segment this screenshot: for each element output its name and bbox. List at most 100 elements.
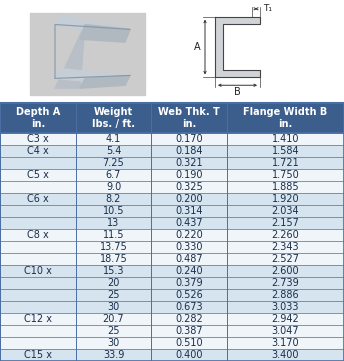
Polygon shape <box>30 13 145 95</box>
Text: 11.5: 11.5 <box>103 230 124 240</box>
Text: 0.387: 0.387 <box>175 326 203 336</box>
Text: 10.5: 10.5 <box>103 206 124 216</box>
Text: 30: 30 <box>107 302 120 312</box>
Text: 2.034: 2.034 <box>272 206 299 216</box>
Text: 0.437: 0.437 <box>175 218 203 228</box>
Text: C10 x: C10 x <box>24 266 52 276</box>
Bar <box>0 301 344 313</box>
Text: 0.487: 0.487 <box>175 254 203 264</box>
Text: 0.200: 0.200 <box>175 194 203 204</box>
Text: 1.721: 1.721 <box>272 158 299 168</box>
Text: 2.600: 2.600 <box>272 266 299 276</box>
Text: Flange Width B
in.: Flange Width B in. <box>244 107 327 129</box>
Text: 0.510: 0.510 <box>175 338 203 348</box>
Polygon shape <box>80 25 130 42</box>
Text: Web Thk. T
in.: Web Thk. T in. <box>158 107 220 129</box>
Text: 2.157: 2.157 <box>271 218 300 228</box>
Text: 13.75: 13.75 <box>100 242 127 252</box>
Text: 15.3: 15.3 <box>103 266 124 276</box>
Text: 3.170: 3.170 <box>272 338 299 348</box>
Text: 4.1: 4.1 <box>106 134 121 144</box>
Bar <box>0 229 344 241</box>
Bar <box>0 289 344 301</box>
Bar <box>0 169 344 180</box>
Bar <box>0 145 344 157</box>
Text: 2.527: 2.527 <box>271 254 300 264</box>
Text: 1.920: 1.920 <box>272 194 299 204</box>
Text: C6 x: C6 x <box>27 194 49 204</box>
Text: 0.321: 0.321 <box>175 158 203 168</box>
Text: 33.9: 33.9 <box>103 350 124 360</box>
Text: 18.75: 18.75 <box>100 254 127 264</box>
Text: 2.886: 2.886 <box>272 290 299 300</box>
Bar <box>0 277 344 289</box>
Bar <box>0 180 344 193</box>
Text: B: B <box>234 87 241 97</box>
Text: C3 x: C3 x <box>27 134 49 144</box>
Bar <box>0 313 344 325</box>
Text: 0.314: 0.314 <box>175 206 203 216</box>
Text: T₁: T₁ <box>263 4 272 13</box>
Bar <box>0 103 344 132</box>
Text: 25: 25 <box>107 290 120 300</box>
Bar <box>0 253 344 265</box>
Bar <box>0 241 344 253</box>
Text: 0.330: 0.330 <box>175 242 203 252</box>
Text: 1.584: 1.584 <box>272 145 299 156</box>
Polygon shape <box>215 17 260 77</box>
Text: 7.25: 7.25 <box>103 158 125 168</box>
Text: 2.343: 2.343 <box>272 242 299 252</box>
Bar <box>0 205 344 217</box>
Text: 8.2: 8.2 <box>106 194 121 204</box>
Bar <box>0 337 344 349</box>
Text: 20.7: 20.7 <box>103 314 124 324</box>
Text: 1.750: 1.750 <box>272 170 299 180</box>
Bar <box>0 132 344 145</box>
Polygon shape <box>55 69 130 85</box>
Text: 0.325: 0.325 <box>175 182 203 192</box>
Text: Depth A
in.: Depth A in. <box>16 107 60 129</box>
Text: 0.526: 0.526 <box>175 290 203 300</box>
Text: 3.033: 3.033 <box>272 302 299 312</box>
Text: 2.942: 2.942 <box>272 314 299 324</box>
Text: 0.190: 0.190 <box>175 170 203 180</box>
Text: C12 x: C12 x <box>24 314 52 324</box>
Text: 6.7: 6.7 <box>106 170 121 180</box>
Text: 0.400: 0.400 <box>175 350 203 360</box>
Text: 0.673: 0.673 <box>175 302 203 312</box>
Bar <box>30 13 145 95</box>
Text: C5 x: C5 x <box>27 170 49 180</box>
Polygon shape <box>55 25 85 88</box>
Text: 3.400: 3.400 <box>272 350 299 360</box>
Text: 3.047: 3.047 <box>272 326 299 336</box>
Text: 1.885: 1.885 <box>272 182 299 192</box>
Text: 0.170: 0.170 <box>175 134 203 144</box>
Text: 13: 13 <box>107 218 120 228</box>
Bar <box>0 265 344 277</box>
Polygon shape <box>55 15 130 39</box>
Text: A: A <box>194 42 200 52</box>
Text: C4 x: C4 x <box>27 145 49 156</box>
Text: 1.410: 1.410 <box>272 134 299 144</box>
Text: 0.220: 0.220 <box>175 230 203 240</box>
Bar <box>0 157 344 169</box>
Bar <box>0 325 344 337</box>
Text: 20: 20 <box>107 278 120 288</box>
Text: 0.240: 0.240 <box>175 266 203 276</box>
Text: 2.260: 2.260 <box>272 230 299 240</box>
Text: 25: 25 <box>107 326 120 336</box>
Bar <box>0 217 344 229</box>
Text: 30: 30 <box>107 338 120 348</box>
Bar <box>0 349 344 361</box>
Text: Weight
lbs. / ft.: Weight lbs. / ft. <box>92 107 135 129</box>
Text: 0.379: 0.379 <box>175 278 203 288</box>
Text: C8 x: C8 x <box>27 230 49 240</box>
Text: 2.739: 2.739 <box>272 278 299 288</box>
Text: 0.184: 0.184 <box>175 145 203 156</box>
Text: C15 x: C15 x <box>24 350 52 360</box>
Polygon shape <box>80 75 130 88</box>
Bar <box>0 193 344 205</box>
Text: 5.4: 5.4 <box>106 145 121 156</box>
Text: 0.282: 0.282 <box>175 314 203 324</box>
Text: 9.0: 9.0 <box>106 182 121 192</box>
